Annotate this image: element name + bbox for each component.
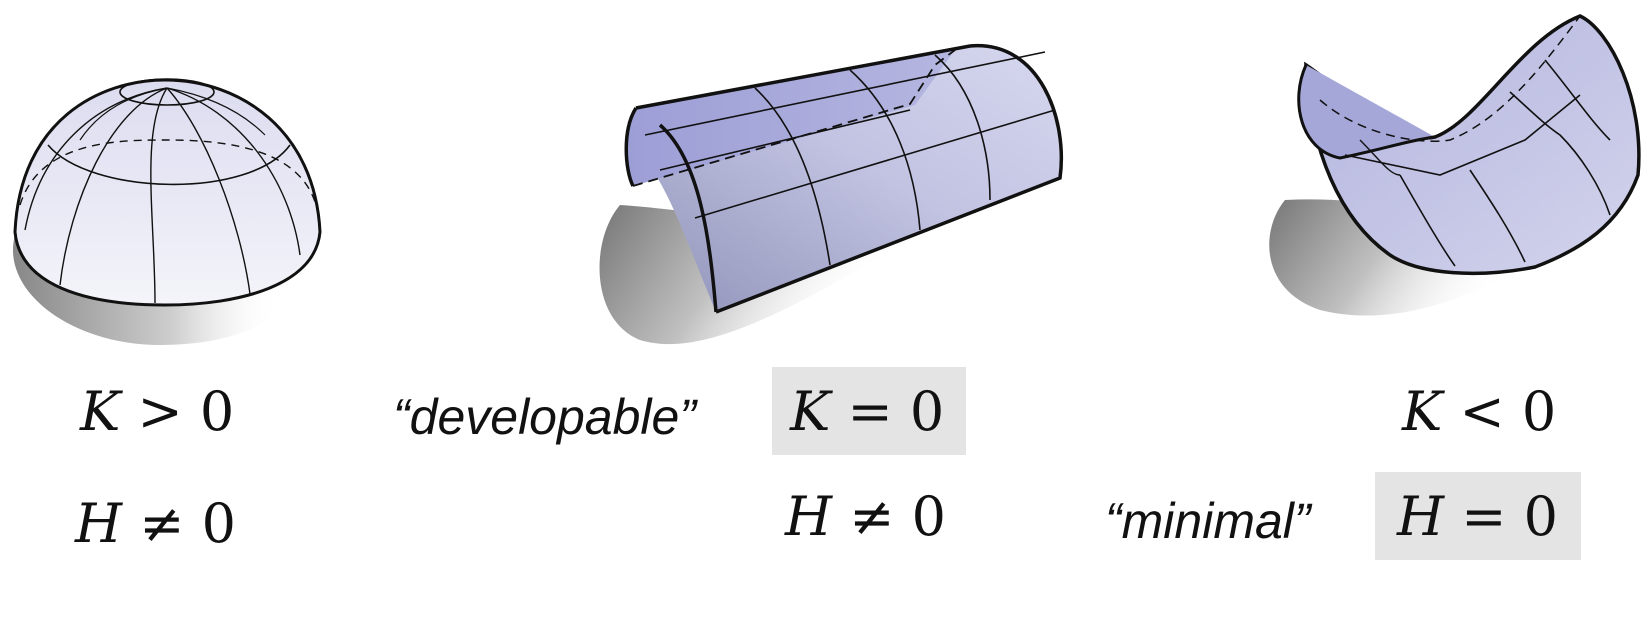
sphere-H-value: 0 <box>201 492 237 555</box>
cylinder-K-var: K <box>790 380 831 443</box>
highlight-box-H-saddle <box>1375 472 1581 560</box>
minimal-tag: “minimal” <box>1105 493 1311 549</box>
sphere-K-value: 0 <box>199 380 235 443</box>
saddle-surface <box>1269 14 1641 316</box>
saddle-K-label: K < 0 <box>1402 385 1556 439</box>
sphere-H-relation: ≠ <box>122 492 202 555</box>
cylinder-K-value: 0 <box>909 380 945 443</box>
sphere-H-label: H ≠ 0 <box>75 497 236 551</box>
sphere-K-label: K > 0 <box>80 385 234 439</box>
cylinder-H-relation: ≠ <box>832 485 912 548</box>
saddle-H-value: 0 <box>1523 485 1559 548</box>
cylinder-H-label: H ≠ 0 <box>785 490 946 544</box>
sphere-K-var: K <box>80 380 121 443</box>
sphere-cap-surface <box>12 78 322 345</box>
cylinder-K-label: K = 0 <box>790 385 944 439</box>
saddle-H-relation: = <box>1444 485 1524 548</box>
highlight-box-K-cylinder <box>772 367 966 455</box>
cylinder-H-var: H <box>785 485 833 548</box>
saddle-H-label: H = 0 <box>1397 490 1558 544</box>
cylinder-H-value: 0 <box>911 485 947 548</box>
saddle-K-var: K <box>1402 380 1443 443</box>
cylinder-surface <box>599 44 1064 345</box>
saddle-H-var: H <box>1397 485 1445 548</box>
developable-tag: “developable” <box>393 389 696 445</box>
saddle-K-relation: < <box>1442 380 1522 443</box>
saddle-K-value: 0 <box>1521 380 1557 443</box>
sphere-K-relation: > <box>120 380 200 443</box>
cylinder-K-relation: = <box>830 380 910 443</box>
sphere-H-var: H <box>75 492 123 555</box>
